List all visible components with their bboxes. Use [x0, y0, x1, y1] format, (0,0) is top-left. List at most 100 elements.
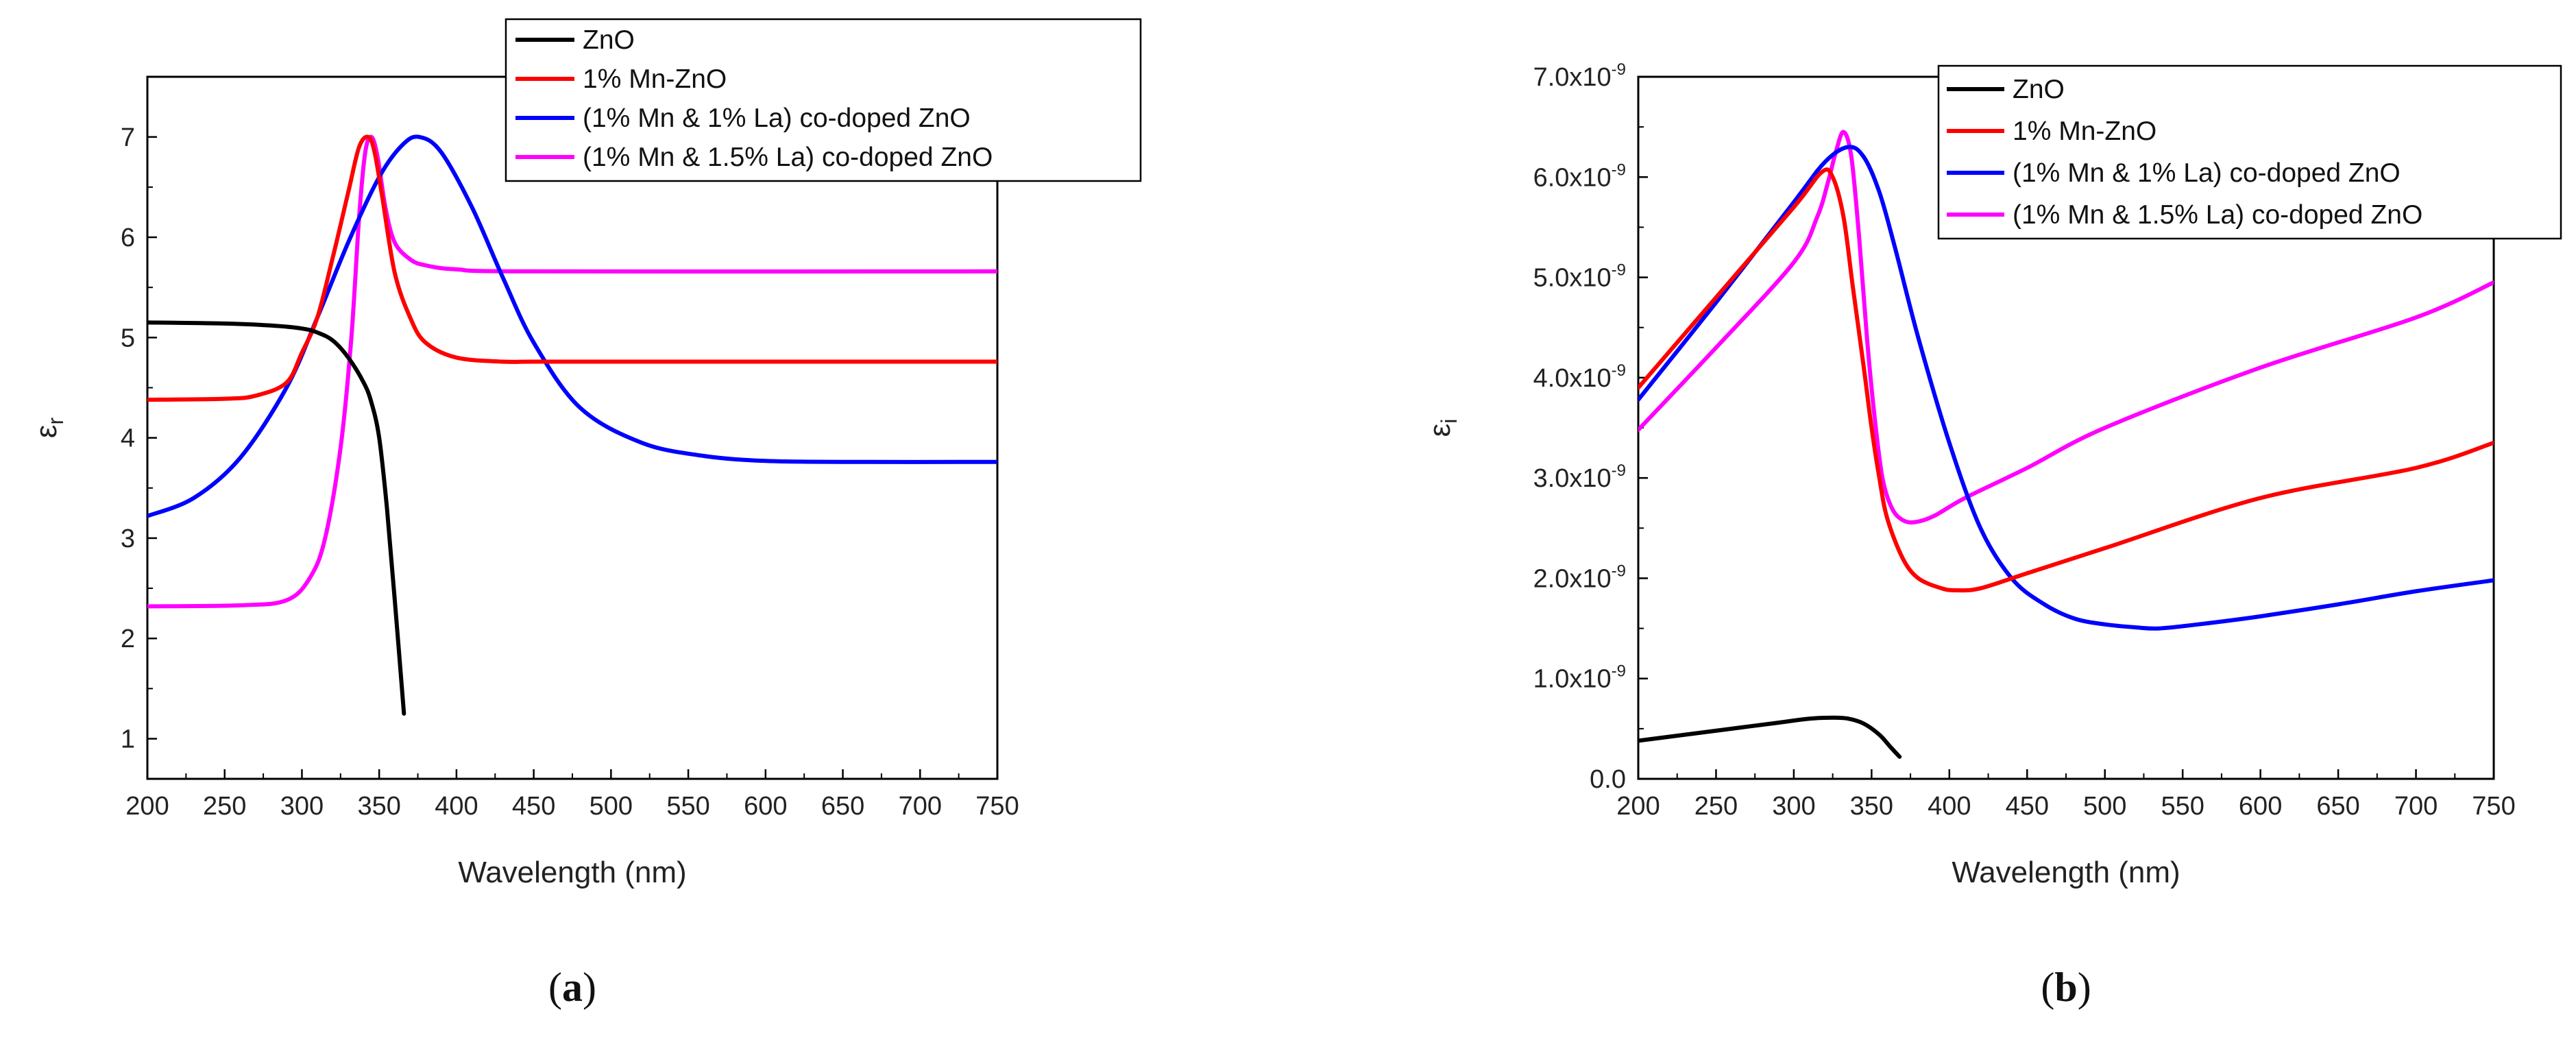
y-axis-title-b: εi [1423, 419, 1461, 437]
legend-label-b: 1% Mn-ZnO [2013, 117, 2156, 146]
y-tick-label-b: 6.0x10-9 [1533, 160, 1626, 192]
y-tick-exponent-b: -9 [1612, 261, 1626, 280]
y-tick-label-a: 2 [121, 625, 135, 653]
y-tick-mantissa-b: 3.0x10 [1533, 464, 1612, 493]
y-tick-mantissa-b: 5.0x10 [1533, 264, 1612, 293]
x-tick-label-a: 600 [744, 792, 787, 821]
series-group-b [1638, 130, 2494, 759]
legend-a: ZnO 1% Mn-ZnO (1% Mn & 1% La) co-doped ZnO… [505, 18, 1142, 182]
x-tick-label-b: 300 [1772, 792, 1815, 821]
legend-label-a: 1% Mn-ZnO [583, 64, 727, 94]
y-axis-title-a-sub: r [43, 418, 68, 425]
panel-label-a-letter: a [562, 965, 583, 1010]
legend-label-a: ZnO [583, 25, 635, 55]
legend-box-a [505, 18, 1142, 182]
legend-label-a: (1% Mn & 1.5% La) co-doped ZnO [583, 143, 993, 172]
x-tick-label-b: 200 [1616, 792, 1660, 821]
x-tick-label-a: 250 [203, 792, 246, 821]
y-tick-label-b: 4.0x10-9 [1533, 361, 1626, 393]
y-tick-label-b: 3.0x10-9 [1533, 461, 1626, 493]
y-tick-exponent-b: -9 [1612, 60, 1626, 79]
chart-panel-a: 200 250 300 350 400 450 500 550 600 650 700 750 1 2 3… [29, 18, 1142, 1010]
y-tick-exponent-b: -9 [1612, 361, 1626, 380]
panel-label-b-close: ) [2078, 965, 2091, 1010]
x-tick-labels-b: 200 250 300 350 400 450 500 550 600 650 700 750 [1616, 792, 2515, 821]
y-tick-mantissa-b: 4.0x10 [1533, 364, 1612, 393]
x-tick-label-b: 350 [1850, 792, 1893, 821]
legend-label-a: (1% Mn & 1% La) co-doped ZnO [583, 104, 971, 133]
x-tick-label-b: 250 [1694, 792, 1738, 821]
y-tick-mantissa-b: 0.0 [1590, 765, 1626, 794]
y-axis-title-a: εr [29, 418, 68, 439]
y-tick-label-b: 2.0x10-9 [1533, 562, 1626, 593]
tick-marks-a [146, 136, 999, 779]
legend-label-b: ZnO [2013, 75, 2065, 104]
y-axis-title-b-sub: i [1437, 419, 1461, 424]
x-tick-label-a: 200 [125, 792, 169, 821]
series-line-b-1-mn-1-5-la-co-doped-zno [1638, 130, 2494, 524]
y-tick-label-a: 5 [121, 324, 135, 352]
x-tick-label-a: 550 [666, 792, 709, 821]
x-axis-title-a: Wavelength (nm) [458, 856, 686, 889]
x-tick-label-a: 350 [357, 792, 400, 821]
y-tick-labels-b: 0.01.0x10-92.0x10-93.0x10-94.0x10-95.0x1… [1533, 60, 1626, 794]
legend-label-b: (1% Mn & 1.5% La) co-doped ZnO [2013, 200, 2422, 230]
y-tick-exponent-b: -9 [1612, 562, 1626, 580]
x-tick-label-a: 700 [899, 792, 942, 821]
panel-label-b-open: ( [2041, 965, 2054, 1010]
series-line-a-1-mn-1-5-la-co-doped-zno [147, 134, 997, 609]
y-tick-label-b: 7.0x10-9 [1533, 60, 1626, 92]
series-line-b-zno [1638, 715, 1902, 759]
series-line-a-zno [147, 320, 406, 716]
series-line-b-1-mn-1-la-co-doped-zno [1638, 145, 2494, 631]
x-tick-label-b: 600 [2239, 792, 2282, 821]
x-tick-label-b: 750 [2472, 792, 2515, 821]
x-tick-labels-a: 200 250 300 350 400 450 500 550 600 650 700 750 [125, 792, 1019, 821]
x-tick-label-a: 500 [590, 792, 633, 821]
x-tick-label-a: 750 [975, 792, 1019, 821]
x-tick-label-a: 450 [512, 792, 555, 821]
y-tick-label-b: 1.0x10-9 [1533, 662, 1626, 694]
y-tick-label-b: 0.0 [1590, 765, 1626, 794]
x-tick-label-b: 700 [2394, 792, 2438, 821]
x-tick-label-b: 500 [2083, 792, 2126, 821]
y-tick-mantissa-b: 6.0x10 [1533, 163, 1612, 192]
x-tick-label-b: 400 [1928, 792, 1971, 821]
legend-b: ZnO 1% Mn-ZnO (1% Mn & 1% La) co-doped ZnO… [1937, 64, 2562, 240]
y-tick-label-a: 7 [121, 123, 135, 152]
x-axis-title-b: Wavelength (nm) [1952, 856, 2180, 889]
x-tick-label-b: 650 [2316, 792, 2359, 821]
y-axis-title-b-main: ε [1423, 424, 1457, 437]
y-tick-exponent-b: -9 [1612, 160, 1626, 179]
y-tick-label-a: 4 [121, 424, 135, 453]
panel-label-b-letter: b [2054, 965, 2077, 1010]
y-tick-label-a: 3 [121, 524, 135, 553]
y-tick-mantissa-b: 2.0x10 [1533, 564, 1612, 593]
legend-box-b [1937, 64, 2562, 240]
y-tick-mantissa-b: 1.0x10 [1533, 665, 1612, 694]
y-tick-label-a: 1 [121, 725, 135, 753]
tick-marks-b [1637, 75, 2495, 780]
series-line-b-1-mn-zno [1638, 167, 2494, 593]
panel-label-a: (a) [548, 965, 596, 1010]
legend-label-b: (1% Mn & 1% La) co-doped ZnO [2013, 158, 2401, 188]
panel-label-b: (b) [2041, 965, 2091, 1010]
x-tick-label-a: 300 [280, 792, 324, 821]
series-line-a-1-mn-zno [147, 134, 997, 402]
y-tick-mantissa-b: 7.0x10 [1533, 63, 1612, 92]
series-line-a-1-mn-1-la-co-doped-zno [147, 134, 997, 518]
y-axis-title-a-main: ε [29, 425, 63, 439]
y-tick-label-b: 5.0x10-9 [1533, 261, 1626, 293]
panel-label-a-open: ( [548, 965, 562, 1010]
series-group-a [147, 134, 997, 716]
x-tick-label-b: 450 [2006, 792, 2049, 821]
y-tick-label-a: 6 [121, 224, 135, 252]
x-tick-label-a: 650 [821, 792, 864, 821]
chart-panel-b: 200 250 300 350 400 450 500 550 600 650 700 750 0.0… [1423, 60, 2562, 1010]
panel-label-a-close: ) [583, 965, 596, 1010]
x-tick-label-a: 400 [435, 792, 478, 821]
plot-frame-a [146, 75, 999, 780]
y-tick-exponent-b: -9 [1612, 461, 1626, 480]
x-tick-label-b: 550 [2161, 792, 2204, 821]
